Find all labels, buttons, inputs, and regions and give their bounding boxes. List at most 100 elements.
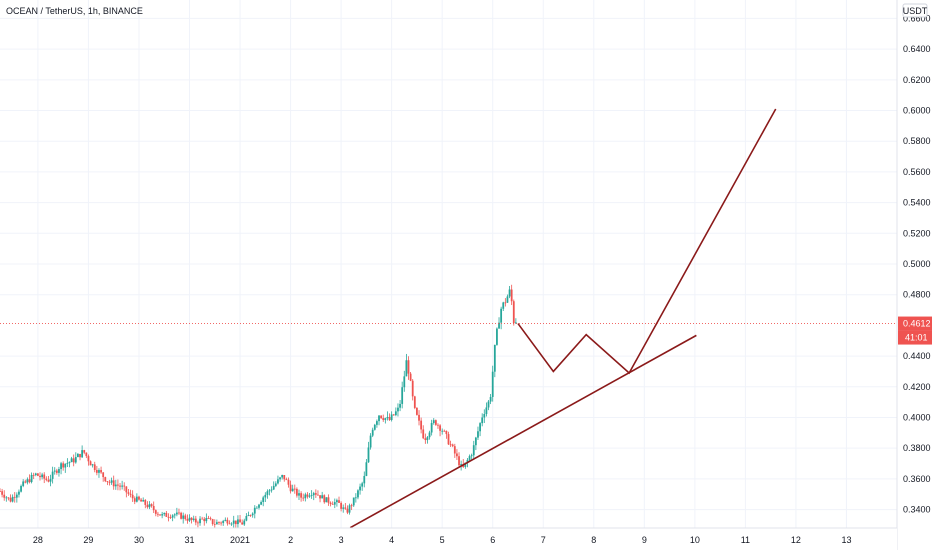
- candle: [293, 484, 296, 494]
- support-trendline[interactable]: [349, 334, 697, 529]
- candle-body: [365, 462, 368, 476]
- candle: [304, 492, 307, 502]
- candle: [346, 505, 349, 515]
- x-tick-label: 13: [841, 535, 851, 545]
- candle-body: [506, 296, 509, 303]
- candle: [352, 497, 355, 507]
- candle-body: [81, 450, 84, 458]
- candle: [215, 519, 218, 525]
- countdown-tag: [898, 330, 932, 345]
- candle-body: [239, 519, 241, 523]
- candle-body: [443, 430, 446, 432]
- projection-path[interactable]: [517, 108, 777, 375]
- candle-body: [346, 508, 349, 513]
- chart-title: OCEAN / TetherUS, 1h, BINANCE: [6, 6, 143, 16]
- candle-body: [110, 480, 113, 483]
- candle-body: [477, 431, 479, 438]
- candle: [489, 393, 492, 405]
- candle: [20, 484, 22, 493]
- candle-body: [0, 491, 1, 492]
- candle-body: [413, 396, 416, 408]
- candle: [150, 503, 153, 508]
- candle: [418, 410, 420, 426]
- candle: [234, 520, 237, 529]
- candle: [411, 379, 414, 401]
- y-tick-label: 0.4000: [903, 412, 931, 422]
- candle-body: [184, 515, 187, 520]
- candle-body: [460, 464, 463, 466]
- candle: [449, 440, 452, 447]
- candle: [458, 452, 460, 467]
- candle: [138, 495, 140, 501]
- candle: [91, 463, 94, 468]
- candle-body: [117, 484, 119, 486]
- candle: [142, 497, 145, 502]
- candle: [437, 423, 439, 429]
- candle-body: [279, 477, 281, 480]
- candle-body: [123, 485, 126, 487]
- candle-body: [416, 407, 418, 415]
- candle: [184, 513, 187, 521]
- currency-badge[interactable]: [902, 3, 928, 18]
- candle-body: [150, 504, 153, 506]
- candle: [140, 498, 142, 502]
- candle: [192, 515, 195, 522]
- candle: [514, 318, 517, 325]
- candle-body: [371, 429, 374, 436]
- candle: [512, 299, 515, 326]
- candle: [171, 514, 174, 522]
- candle-body: [171, 515, 174, 518]
- candle-body: [199, 518, 201, 524]
- candle: [441, 428, 444, 435]
- candle-body: [13, 496, 16, 498]
- candle: [232, 515, 235, 528]
- candle: [148, 501, 151, 510]
- candle-body: [34, 473, 37, 476]
- candle: [239, 514, 241, 523]
- candle-body: [11, 496, 14, 502]
- candle-body: [182, 515, 185, 519]
- candle: [83, 449, 86, 455]
- candle: [9, 494, 12, 503]
- candle: [117, 479, 119, 491]
- candle-body: [277, 479, 279, 484]
- candle-body: [1, 491, 4, 495]
- candle: [237, 515, 239, 528]
- candle-body: [148, 504, 151, 508]
- candle-body: [359, 486, 361, 491]
- candle: [51, 466, 54, 484]
- candle-body: [53, 470, 56, 472]
- candle: [281, 474, 284, 480]
- candle: [500, 306, 503, 330]
- candle: [285, 477, 288, 481]
- candle: [190, 517, 193, 524]
- candle-body: [60, 463, 62, 470]
- candle: [348, 503, 351, 515]
- candle: [451, 443, 454, 448]
- candle-body: [378, 415, 380, 422]
- candle: [159, 514, 161, 516]
- candle: [180, 511, 182, 520]
- grid: [0, 0, 897, 528]
- candle-body: [310, 495, 313, 496]
- candle: [321, 491, 324, 499]
- candle-body: [323, 495, 326, 503]
- candle-body: [342, 507, 345, 509]
- x-tick-label: 31: [184, 535, 194, 545]
- time-axis[interactable]: [0, 528, 897, 550]
- candle: [62, 461, 65, 471]
- price-axis[interactable]: [897, 0, 932, 550]
- candle: [22, 479, 25, 488]
- candle: [390, 411, 393, 422]
- candle: [178, 508, 180, 515]
- candle-body: [456, 453, 458, 457]
- candle: [447, 431, 450, 445]
- candle-body: [197, 522, 199, 524]
- candle: [270, 486, 273, 493]
- candle-body: [194, 518, 197, 523]
- candle-body: [32, 474, 35, 476]
- candle: [279, 476, 281, 482]
- candle: [317, 490, 319, 496]
- candles: [0, 284, 517, 529]
